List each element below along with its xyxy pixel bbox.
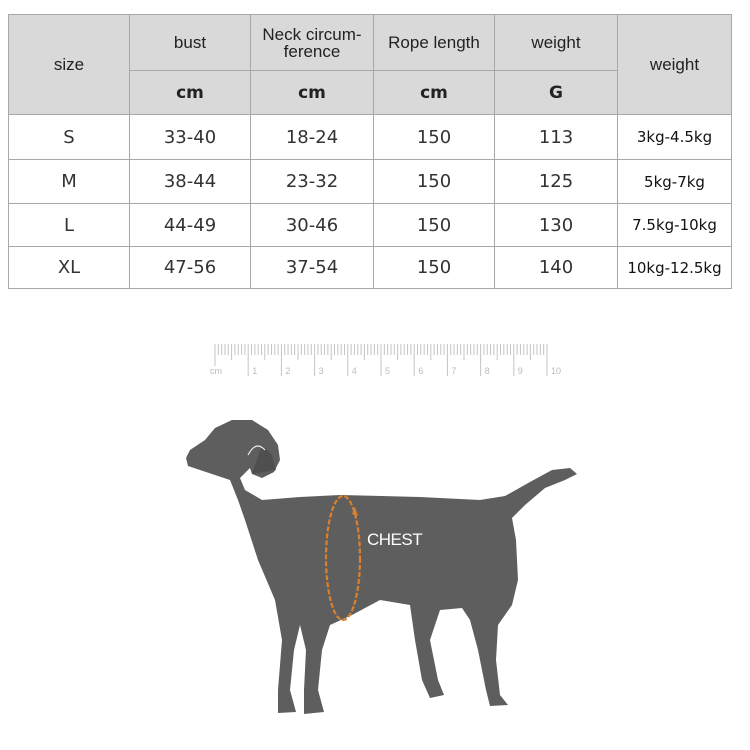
ear-outline: [247, 445, 266, 456]
header-weight-kg: weight: [617, 14, 732, 115]
cell-size: L: [8, 203, 130, 247]
cell-weight-kg: 7.5kg-10kg: [617, 203, 732, 247]
header-rope: Rope length: [373, 14, 495, 71]
ruler-label: 4: [352, 366, 357, 376]
cell-weight-kg: 10kg-12.5kg: [617, 246, 732, 289]
ruler-label: 1: [252, 366, 257, 376]
cell-size: XL: [8, 246, 130, 289]
chest-measure-loop: [324, 494, 362, 622]
cell-rope: 150: [373, 159, 495, 204]
ruler-label: 9: [518, 366, 523, 376]
ruler-label: 8: [485, 366, 490, 376]
unit-weight-g: G: [494, 70, 618, 115]
table-row: L 44-49 30-46 150 130 7.5kg-10kg: [8, 203, 732, 247]
cell-size: M: [8, 159, 130, 204]
cell-weight-kg: 5kg-7kg: [617, 159, 732, 204]
ruler-label: 5: [385, 366, 390, 376]
cell-rope: 150: [373, 246, 495, 289]
header-size: size: [8, 14, 130, 115]
ruler-label: 3: [319, 366, 324, 376]
ruler-label: 7: [451, 366, 456, 376]
dog-silhouette: [186, 420, 577, 714]
ruler-unit: cm: [210, 366, 222, 376]
cell-bust: 33-40: [129, 114, 251, 160]
cell-weight-g: 113: [494, 114, 618, 160]
cell-weight-kg: 3kg-4.5kg: [617, 114, 732, 160]
cell-neck: 37-54: [250, 246, 374, 289]
dog-ear: [252, 445, 276, 474]
header-weight-g: weight: [494, 14, 618, 71]
ruler-label: 10: [551, 366, 561, 376]
unit-rope: cm: [373, 70, 495, 115]
ruler-label: 2: [285, 366, 290, 376]
cell-weight-g: 140: [494, 246, 618, 289]
cell-size: S: [8, 114, 130, 160]
cell-rope: 150: [373, 203, 495, 247]
table-row: S 33-40 18-24 150 113 3kg-4.5kg: [8, 114, 732, 160]
cell-bust: 47-56: [129, 246, 251, 289]
table-row: XL 47-56 37-54 150 140 10kg-12.5kg: [8, 246, 732, 289]
header-neck: Neck circum- ference: [250, 14, 374, 71]
chest-label: CHEST: [367, 530, 423, 549]
arrow-icon: [352, 507, 358, 516]
ruler: cm 1 2 3 4 5 6 7 8 9 10: [210, 344, 561, 376]
size-table: size bust Neck circum- ference Rope leng…: [8, 14, 732, 289]
cell-neck: 18-24: [250, 114, 374, 160]
ruler-label: 6: [418, 366, 423, 376]
unit-bust: cm: [129, 70, 251, 115]
